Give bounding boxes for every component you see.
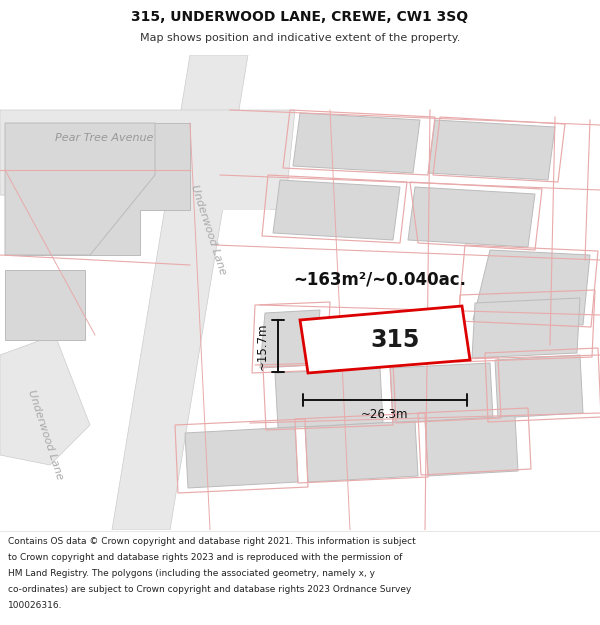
Polygon shape (300, 306, 470, 373)
Polygon shape (5, 123, 285, 210)
Text: Map shows position and indicative extent of the property.: Map shows position and indicative extent… (140, 33, 460, 43)
Polygon shape (5, 123, 155, 255)
Polygon shape (5, 123, 190, 255)
Text: ~163m²/~0.040ac.: ~163m²/~0.040ac. (293, 271, 467, 289)
Text: Underwood Lane: Underwood Lane (26, 389, 64, 481)
Polygon shape (112, 55, 248, 530)
Polygon shape (5, 270, 85, 340)
Text: 315: 315 (370, 328, 419, 352)
Polygon shape (0, 110, 295, 210)
Polygon shape (390, 363, 493, 423)
Polygon shape (260, 310, 320, 368)
Polygon shape (428, 120, 555, 180)
Text: Contains OS data © Crown copyright and database right 2021. This information is : Contains OS data © Crown copyright and d… (8, 537, 416, 546)
Polygon shape (0, 335, 90, 465)
Polygon shape (408, 187, 535, 247)
Polygon shape (273, 180, 400, 240)
Polygon shape (425, 416, 518, 476)
Polygon shape (275, 368, 383, 428)
Text: ~26.3m: ~26.3m (361, 409, 409, 421)
Polygon shape (473, 250, 590, 325)
Polygon shape (305, 421, 418, 482)
Text: Underwood Lane: Underwood Lane (189, 184, 227, 276)
Polygon shape (472, 298, 580, 358)
Polygon shape (293, 113, 420, 173)
Polygon shape (185, 427, 298, 488)
Polygon shape (495, 355, 583, 418)
Text: 100026316.: 100026316. (8, 601, 62, 610)
Text: ~15.7m: ~15.7m (256, 322, 269, 370)
Text: HM Land Registry. The polygons (including the associated geometry, namely x, y: HM Land Registry. The polygons (includin… (8, 569, 375, 578)
Text: Pear Tree Avenue: Pear Tree Avenue (55, 133, 154, 143)
Text: 315, UNDERWOOD LANE, CREWE, CW1 3SQ: 315, UNDERWOOD LANE, CREWE, CW1 3SQ (131, 10, 469, 24)
Text: to Crown copyright and database rights 2023 and is reproduced with the permissio: to Crown copyright and database rights 2… (8, 553, 403, 562)
Text: co-ordinates) are subject to Crown copyright and database rights 2023 Ordnance S: co-ordinates) are subject to Crown copyr… (8, 585, 412, 594)
